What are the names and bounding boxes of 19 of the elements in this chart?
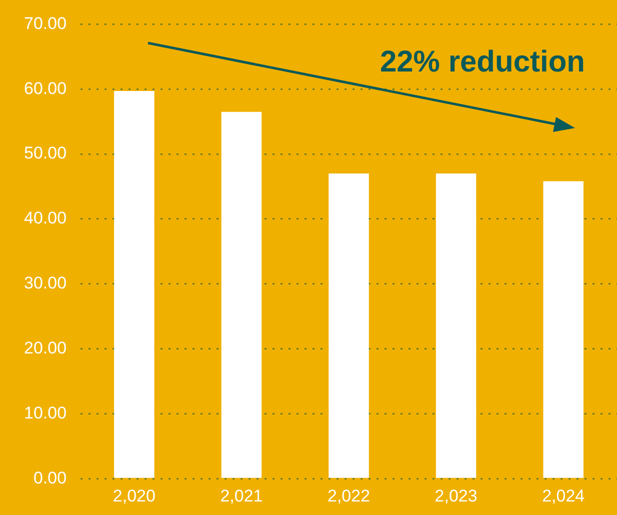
y-tick-label: 50.00	[24, 144, 67, 163]
y-tick-label: 20.00	[24, 338, 67, 358]
y-tick-label: 40.00	[24, 208, 67, 228]
y-tick-label: 0.00	[33, 468, 67, 488]
y-tick-label: 70.00	[24, 14, 67, 33]
x-tick-label: 2,020	[112, 486, 156, 506]
x-tick-label: 2,021	[220, 486, 263, 506]
bar	[328, 174, 369, 478]
y-tick-label: 60.00	[24, 78, 67, 98]
bar	[221, 112, 262, 478]
x-tick-label: 2,023	[434, 486, 478, 506]
y-tick-label: 10.00	[24, 403, 67, 422]
bar	[114, 91, 154, 478]
bar	[436, 174, 476, 478]
annotation: 22% reduction	[380, 45, 585, 78]
x-tick-label: 2,024	[542, 486, 585, 506]
y-tick-label: 30.00	[24, 274, 67, 293]
bar	[543, 181, 584, 478]
x-tick-label: 2,022	[327, 486, 370, 506]
